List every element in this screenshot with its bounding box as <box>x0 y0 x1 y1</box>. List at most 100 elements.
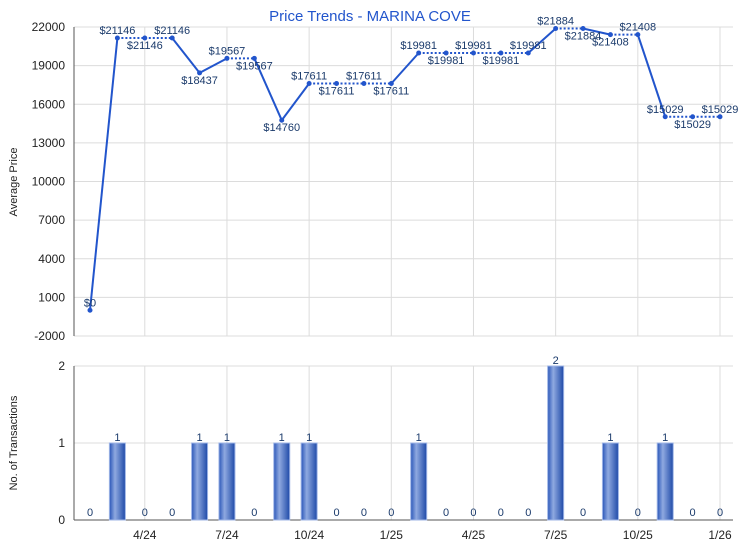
bar-value-label: 0 <box>690 507 696 519</box>
bar-value-label: 1 <box>197 432 203 444</box>
price-data-label: $15029 <box>647 104 684 116</box>
price-point <box>607 32 613 38</box>
price-line-segment <box>89 37 119 311</box>
bar-value-label: 0 <box>251 507 257 519</box>
transaction-bar <box>108 442 126 521</box>
price-data-label: $21884 <box>537 15 574 27</box>
x-tick-label: 4/24 <box>133 528 157 542</box>
x-tick-label: 4/25 <box>462 528 486 542</box>
price-point <box>361 81 367 87</box>
price-point <box>717 114 723 120</box>
price-data-label: $18437 <box>181 75 218 87</box>
price-point <box>334 81 340 87</box>
price-data-label: $14760 <box>263 122 300 134</box>
transaction-bar <box>547 365 565 521</box>
price-point <box>498 50 504 56</box>
price-data-label: $21408 <box>592 37 629 49</box>
price-point <box>251 55 257 61</box>
bar-value-label: 0 <box>470 507 476 519</box>
price-point <box>635 32 641 38</box>
transaction-bar <box>410 442 428 521</box>
bar-value-label: 1 <box>416 432 422 444</box>
price-line-segment <box>280 82 310 121</box>
price-data-label: $19567 <box>236 60 273 72</box>
price-point <box>416 50 422 56</box>
price-point <box>224 55 230 61</box>
bar-value-label: 0 <box>169 507 175 519</box>
price-line-segment <box>253 57 283 121</box>
price-point <box>306 81 312 87</box>
price-data-label: $21146 <box>154 25 190 37</box>
price-data-label: $21884 <box>565 30 602 42</box>
x-tick-label: 7/25 <box>544 528 568 542</box>
bar-value-label: 0 <box>498 507 504 519</box>
price-data-label: $0 <box>84 297 96 309</box>
price-data-label: $17611 <box>291 71 327 83</box>
x-tick-label: 1/25 <box>380 528 404 542</box>
price-data-label: $19981 <box>455 40 492 52</box>
bar-value-label: 0 <box>87 507 93 519</box>
transaction-bar <box>656 442 674 521</box>
bar-value-label: 1 <box>306 432 312 444</box>
y-tick-label: 19000 <box>32 59 66 73</box>
bar-value-label: 0 <box>635 507 641 519</box>
bar-value-label: 0 <box>361 507 367 519</box>
y-tick-label: 22000 <box>32 20 66 34</box>
bar-value-label: 0 <box>580 507 586 519</box>
transaction-bar <box>218 442 236 521</box>
y-tick-label: 13000 <box>32 136 66 150</box>
price-point <box>443 50 449 56</box>
price-point <box>662 114 668 120</box>
price-data-label: $19981 <box>400 40 437 52</box>
bar-value-label: 0 <box>525 507 531 519</box>
y-axis-title: Average Price <box>8 148 20 217</box>
x-tick-label: 10/24 <box>294 528 324 542</box>
price-data-label: $19981 <box>510 40 547 52</box>
bar-value-label: 1 <box>114 432 120 444</box>
bar-value-label: 1 <box>662 432 668 444</box>
y-tick-label: 1000 <box>38 290 65 304</box>
transaction-bar <box>300 442 318 521</box>
price-point <box>114 35 120 41</box>
y-axis-title: No. of Transactions <box>8 395 20 490</box>
price-point <box>87 307 93 313</box>
price-point <box>525 50 531 56</box>
price-point <box>279 117 285 123</box>
bar-value-label: 1 <box>279 432 285 444</box>
y-tick-label: 16000 <box>32 97 66 111</box>
bar-value-label: 0 <box>388 507 394 519</box>
price-data-label: $15029 <box>702 104 739 116</box>
price-data-label: $19981 <box>483 55 520 67</box>
price-line-segment <box>390 52 420 85</box>
price-line-segment <box>171 37 201 74</box>
price-point <box>388 81 394 87</box>
bar-value-label: 0 <box>142 507 148 519</box>
bar-value-label: 2 <box>553 355 559 367</box>
y-tick-label: 0 <box>58 513 65 527</box>
y-tick-label: 7000 <box>38 213 65 227</box>
y-tick-label: 1 <box>58 436 65 450</box>
price-data-label: $17611 <box>319 86 355 98</box>
bar-value-label: 0 <box>717 507 723 519</box>
price-point <box>142 35 148 41</box>
price-data-label: $15029 <box>674 119 711 131</box>
price-line-segment <box>636 34 667 118</box>
bar-value-label: 1 <box>224 432 230 444</box>
transaction-bar <box>601 442 619 521</box>
price-point <box>553 25 559 31</box>
price-point <box>580 25 586 31</box>
price-data-label: $19981 <box>428 55 465 67</box>
price-point <box>197 70 203 76</box>
y-tick-label: 2 <box>58 359 65 373</box>
price-point <box>470 50 476 56</box>
chart-title: Price Trends - MARINA COVE <box>269 8 471 25</box>
x-tick-label: 7/24 <box>215 528 239 542</box>
price-data-label: $21146 <box>99 25 135 37</box>
x-tick-label: 1/26 <box>708 528 732 542</box>
price-data-label: $21408 <box>619 22 656 34</box>
price-data-label: $17611 <box>373 86 409 98</box>
bar-value-label: 0 <box>333 507 339 519</box>
price-line-segment <box>527 27 557 54</box>
price-point <box>169 35 175 41</box>
